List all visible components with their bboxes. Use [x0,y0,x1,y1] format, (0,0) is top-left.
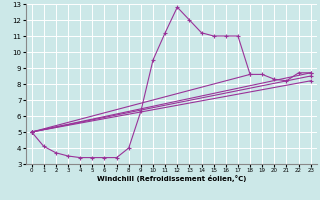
X-axis label: Windchill (Refroidissement éolien,°C): Windchill (Refroidissement éolien,°C) [97,175,246,182]
